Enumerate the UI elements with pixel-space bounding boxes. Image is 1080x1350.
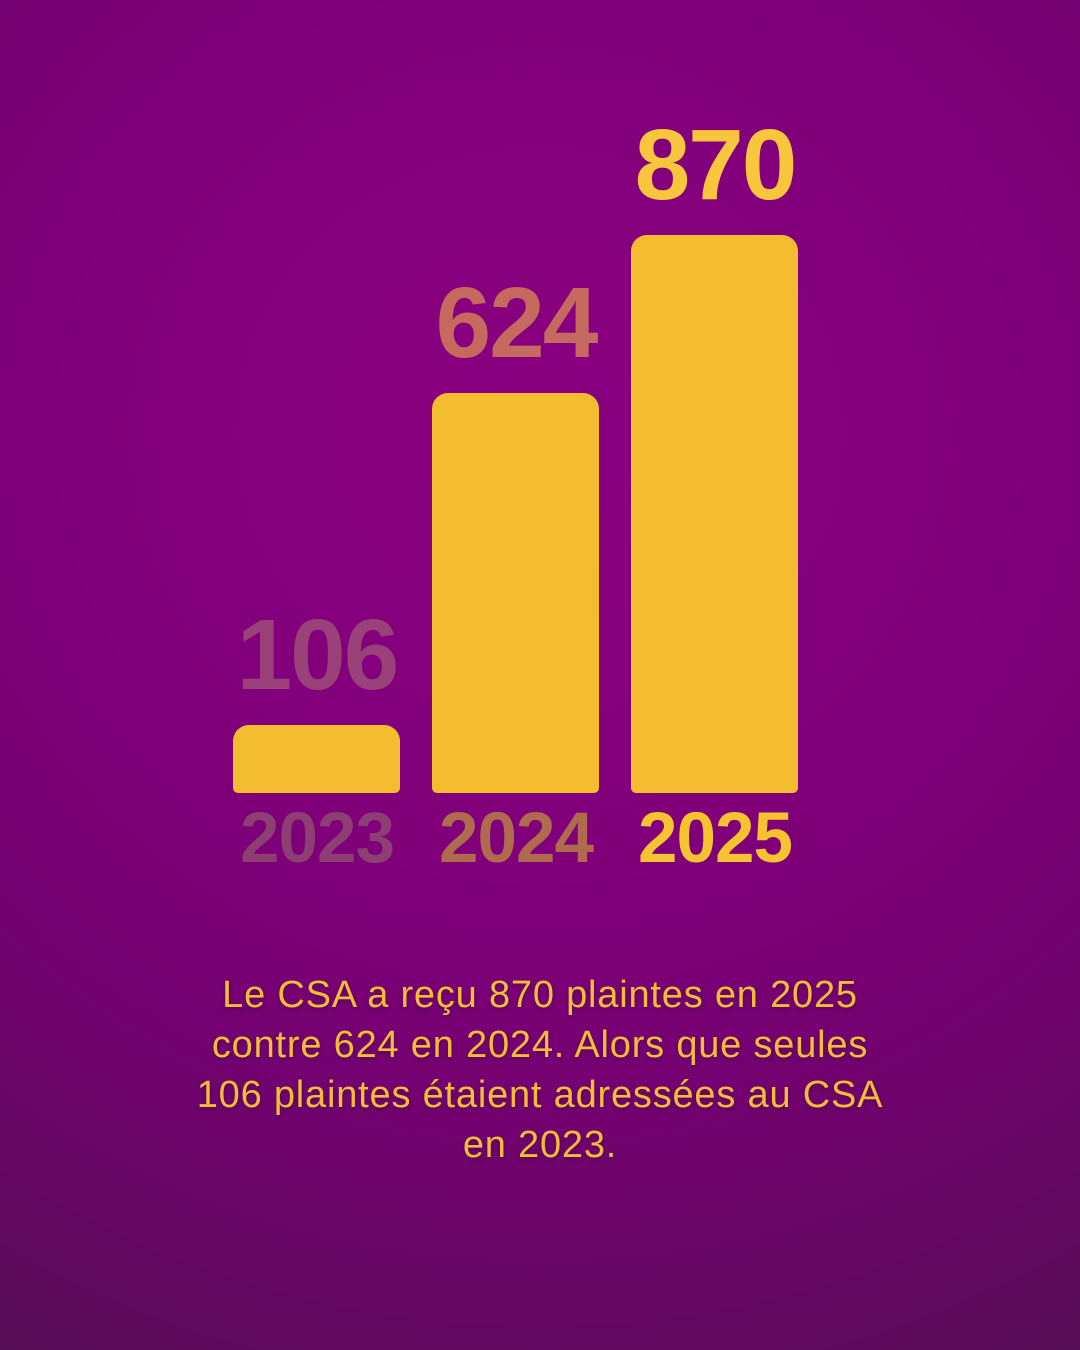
value-label-2025: 870 — [634, 109, 798, 221]
year-label-2024: 2024 — [439, 799, 594, 878]
value-label-2024: 624 — [435, 267, 599, 379]
caption: Le CSA a reçu 870 plaintes en 2025 contr… — [0, 970, 1080, 1170]
caption-line: Le CSA a reçu 870 plaintes en 2025 — [222, 974, 858, 1016]
year-label-2023: 2023 — [240, 799, 395, 878]
caption-line: en 2023. — [462, 1124, 618, 1166]
year-label-2025: 2025 — [638, 799, 793, 878]
bar-2023 — [233, 725, 400, 793]
bar-2024 — [432, 393, 599, 793]
caption-line: 106 plaintes étaient adressées au CSA — [196, 1074, 884, 1116]
bar-2025 — [631, 235, 798, 793]
caption-line: contre 624 en 2024. Alors que seules — [211, 1024, 869, 1066]
value-label-2023: 106 — [236, 599, 400, 711]
